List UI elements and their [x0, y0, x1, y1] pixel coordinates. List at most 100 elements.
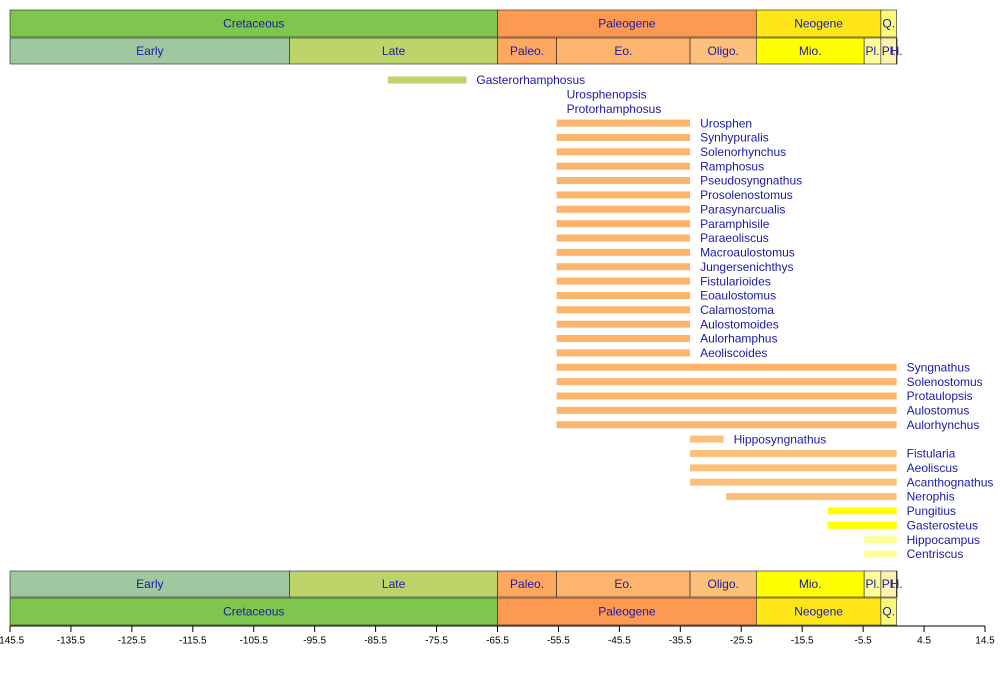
period-label: Q.: [882, 605, 895, 619]
range-bar: [556, 177, 691, 185]
taxon-label: Jungersenichthys: [700, 260, 793, 274]
x-tick-label: -25.5: [730, 636, 753, 647]
taxon-label: Paraeoliscus: [700, 231, 769, 245]
x-tick-label: 14.5: [975, 636, 995, 647]
taxon-label: Macroaulostomus: [700, 246, 795, 260]
range-bar: [556, 234, 691, 242]
epoch-label: Early: [136, 577, 163, 591]
range-bar: [556, 378, 897, 386]
range-bar: [556, 392, 897, 400]
range-bar: [556, 133, 691, 141]
range-bar: [556, 162, 691, 170]
epoch-box: [9, 37, 291, 65]
range-bar: [690, 464, 897, 472]
taxon-label: Protorhamphosus: [567, 102, 662, 116]
epoch-label: H.: [891, 577, 903, 591]
taxon-label: Syngnathus: [907, 360, 970, 374]
taxon-label: Protaulopsis: [907, 389, 973, 403]
period-box: [880, 597, 897, 626]
range-bar: [387, 76, 467, 84]
epoch-label: Oligo.: [708, 44, 739, 58]
period-box: [497, 9, 757, 38]
x-tick-label: 4.5: [917, 636, 931, 647]
period-label: Paleogene: [598, 605, 656, 619]
x-tick-label: -95.5: [303, 636, 326, 647]
epoch-label: Early: [136, 44, 163, 58]
x-tick-label: -125.5: [118, 636, 147, 647]
period-label: Q.: [882, 17, 895, 31]
x-tick-label: -135.5: [57, 636, 86, 647]
epoch-label: Oligo.: [708, 577, 739, 591]
taxon-label: Solenorhynchus: [700, 145, 786, 159]
taxon-label: Nerophis: [907, 490, 955, 504]
epoch-label: Pl.: [866, 44, 880, 58]
epoch-label: H.: [891, 44, 903, 58]
range-bar: [556, 263, 691, 271]
taxon-label: Gasterorhamphosus: [476, 73, 585, 87]
taxon-label: Aulorhynchus: [907, 418, 980, 432]
taxon-label: Calamostoma: [700, 303, 774, 317]
epoch-box: [896, 570, 898, 598]
taxon-label: Solenostomus: [907, 375, 983, 389]
epoch-box: [556, 37, 691, 65]
period-label: Paleogene: [598, 17, 656, 31]
taxon-label: Aulorhamphus: [700, 332, 777, 346]
period-label: Neogene: [794, 605, 843, 619]
taxon-label: Pseudosyngnathus: [700, 174, 802, 188]
x-tick-label: -15.5: [791, 636, 814, 647]
epoch-box: [497, 37, 557, 65]
range-bar: [556, 277, 691, 285]
period-box: [9, 9, 498, 38]
x-tick-label: -35.5: [669, 636, 692, 647]
range-bar: [556, 363, 897, 371]
epoch-label: Pl.: [882, 44, 896, 58]
epoch-label: Paleo.: [510, 577, 544, 591]
range-bar: [690, 435, 724, 443]
taxon-label: Paramphisile: [700, 217, 770, 231]
taxon-label: Aulostomoides: [700, 317, 779, 331]
taxon-label: Hipposyngnathus: [734, 432, 827, 446]
range-bar: [556, 205, 691, 213]
x-tick-label: -45.5: [608, 636, 631, 647]
epoch-label: Eo.: [614, 44, 632, 58]
taxon-label: Ramphosus: [700, 159, 764, 173]
x-tick-label: -85.5: [364, 636, 387, 647]
x-tick-label: -65.5: [486, 636, 509, 647]
taxon-label: Urosphen: [700, 116, 752, 130]
period-box: [756, 9, 882, 38]
x-tick-label: -55.5: [547, 636, 570, 647]
range-bar: [556, 220, 691, 228]
epoch-label: Pl.: [882, 577, 896, 591]
taxon-label: Gasterosteus: [907, 518, 978, 532]
epoch-box: [756, 570, 865, 598]
taxon-label: Prosolenostomus: [700, 188, 793, 202]
taxon-label: Eoaulostomus: [700, 289, 776, 303]
range-bar: [556, 119, 691, 127]
taxon-label: Fistularia: [907, 447, 956, 461]
x-tick-label: -145.5: [0, 636, 25, 647]
epoch-box: [289, 37, 498, 65]
x-tick-label: -115.5: [179, 636, 207, 647]
taxon-label: Hippocampus: [907, 533, 980, 547]
period-box: [880, 9, 897, 38]
range-bar: [556, 335, 691, 343]
taxon-label: Urosphenopsis: [567, 88, 647, 102]
taxon-label: Synhypuralis: [700, 131, 769, 145]
taxon-label: Parasynarcualis: [700, 202, 785, 216]
taxon-label: Acanthognathus: [907, 475, 994, 489]
range-bar: [556, 248, 691, 256]
range-bar: [864, 536, 897, 544]
range-bar: [556, 291, 691, 299]
x-tick-label: -5.5: [855, 636, 873, 647]
epoch-label: Mio.: [799, 577, 822, 591]
epoch-label: Late: [382, 44, 406, 58]
taxon-label: Aeoliscus: [907, 461, 958, 475]
taxon-label: Fistularioides: [700, 274, 771, 288]
taxon-label: Centriscus: [907, 547, 964, 561]
epoch-box: [689, 37, 757, 65]
x-tick-label: -75.5: [425, 636, 448, 647]
epoch-box: [756, 37, 865, 65]
period-label: Cretaceous: [223, 17, 284, 31]
range-bar: [690, 449, 897, 457]
